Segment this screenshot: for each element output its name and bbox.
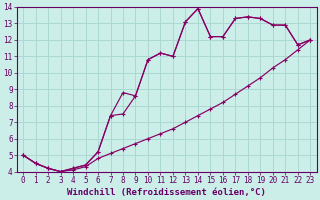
X-axis label: Windchill (Refroidissement éolien,°C): Windchill (Refroidissement éolien,°C) (67, 188, 266, 197)
